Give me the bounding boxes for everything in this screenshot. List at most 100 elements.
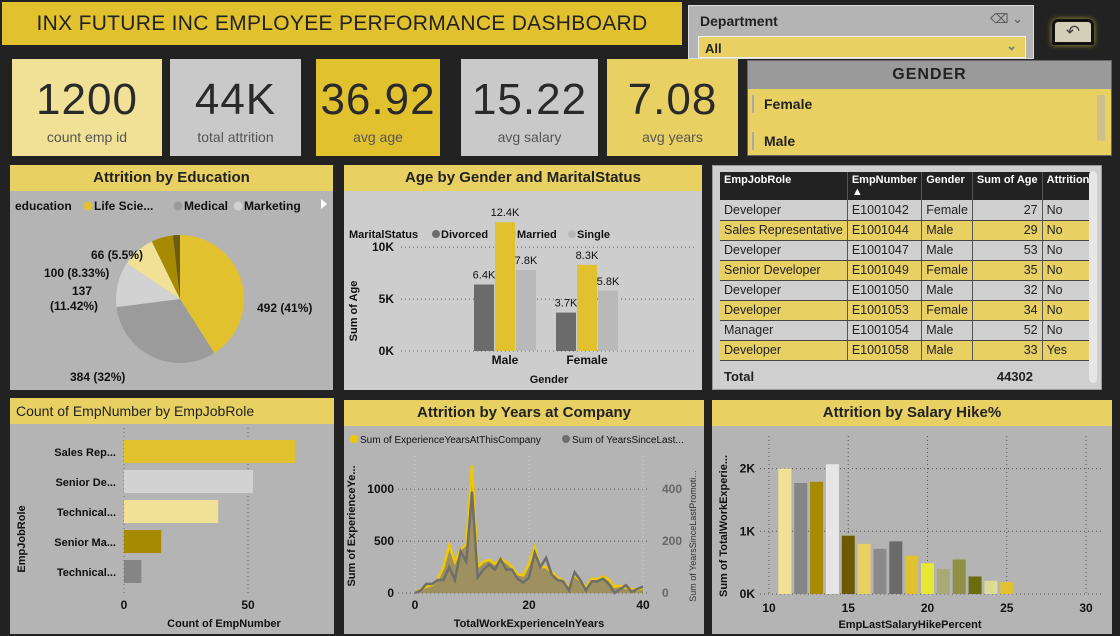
gender-option-male[interactable]: Male: [752, 132, 795, 150]
legend-marker: [350, 435, 358, 443]
table-cell: Sales Representative: [720, 220, 848, 241]
bar-chart: 0K 1K 2K 10 15 20 25 30 EmpLastSalaryHikePercent…: [718, 436, 1102, 631]
x-tick: Male: [492, 353, 519, 367]
table-cell: 32: [972, 280, 1043, 301]
y-tick: Sales Rep...: [54, 447, 116, 459]
data-label: 7.8K: [515, 255, 538, 267]
table-row[interactable]: Senior Developer E1001049 Female 35 No: [720, 260, 1095, 281]
y-tick: 0K: [379, 344, 395, 358]
table-row[interactable]: Developer E1001042 Female 27 No: [720, 200, 1095, 221]
bar: [889, 541, 903, 594]
legend-title: MaritalStatus: [349, 229, 418, 241]
department-value: All: [705, 41, 722, 56]
kpi-avg-years: 7.08 avg years: [607, 59, 738, 156]
eraser-icon[interactable]: ⌫: [990, 11, 1009, 26]
table-cell: Male: [921, 280, 973, 301]
y-axis-label: EmpJobRole: [16, 505, 28, 572]
table-cell: E1001053: [847, 300, 923, 321]
col-header[interactable]: Gender: [921, 172, 973, 200]
col-header[interactable]: EmpJobRole: [720, 172, 848, 200]
y-tick: Senior Ma...: [54, 537, 116, 549]
table-cell: 52: [972, 320, 1043, 341]
y-axis-label: Sum of ExperienceYe...: [346, 465, 358, 586]
legend-item: Single: [577, 229, 610, 241]
table-cell: Female: [921, 260, 973, 281]
bar: [124, 440, 296, 463]
table-cell: Female: [921, 300, 973, 321]
kpi-label: total attrition: [197, 129, 274, 145]
pie-slice: [151, 235, 180, 299]
y-tick: Technical...: [57, 567, 116, 579]
y-tick: Senior De...: [55, 477, 116, 489]
area-chart: Sum of ExperienceYearsAtThisCompany Sum o…: [346, 435, 698, 630]
x-tick: 20: [921, 601, 935, 615]
scrollbar[interactable]: [1089, 171, 1097, 383]
bar: [124, 500, 219, 523]
legend-item: Life Scie...: [94, 199, 153, 213]
table-cell: Developer: [720, 340, 848, 361]
attrition-by-years-panel: Attrition by Years at Company Sum of Exp…: [344, 400, 704, 634]
table-row[interactable]: Developer E1001047 Male 53 No: [720, 240, 1095, 261]
x-axis-label: Gender: [530, 374, 569, 386]
data-label: 12.4K: [491, 207, 520, 219]
bar: [516, 270, 536, 351]
department-slicer[interactable]: Department ⌫ ⌄ All ⌄: [688, 5, 1034, 59]
y-tick: Technical...: [57, 507, 116, 519]
legend-item: Divorced: [441, 229, 488, 241]
dashboard-title: INX FUTURE INC EMPLOYEE PERFORMANCE DASH…: [2, 2, 682, 45]
x-axis-label: Count of EmpNumber: [167, 618, 281, 630]
legend-next-arrow-icon[interactable]: [321, 199, 327, 209]
legend-item: Medical: [184, 199, 228, 213]
table-cell: E1001058: [847, 340, 923, 361]
chevron-down-icon[interactable]: ⌄: [1012, 11, 1023, 26]
table-cell: No: [1042, 220, 1095, 241]
legend-item: Marketing: [244, 199, 301, 213]
bar: [778, 468, 792, 594]
line-experience-years: [414, 465, 644, 595]
table-row[interactable]: Manager E1001054 Male 52 No: [720, 320, 1095, 341]
table-row[interactable]: Developer E1001050 Male 32 No: [720, 280, 1095, 301]
legend-marker: [83, 201, 93, 211]
employee-table: EmpJobRole EmpNumber ▲ Gender Sum of Age …: [712, 165, 1102, 390]
legend-title: education: [15, 199, 72, 213]
bar: [1000, 582, 1014, 594]
col-header[interactable]: Sum of Age: [972, 172, 1043, 200]
data-label: 5.8K: [597, 276, 620, 288]
table-row[interactable]: Developer E1001058 Male 33 Yes: [720, 340, 1095, 361]
table-row[interactable]: Sales Representative E1001044 Male 29 No: [720, 220, 1095, 241]
table-cell: Developer: [720, 240, 848, 261]
table-cell: Developer: [720, 300, 848, 321]
back-button[interactable]: ↶: [1052, 19, 1094, 45]
table-cell: E1001042: [847, 200, 923, 221]
department-dropdown[interactable]: All ⌄: [698, 36, 1026, 58]
bar: [794, 483, 808, 594]
kpi-value: 7.08: [627, 75, 718, 124]
chart-title: Count of EmpNumber by EmpJobRole: [10, 398, 334, 424]
chart-title: Attrition by Salary Hike%: [712, 400, 1112, 426]
data-label: 137: [72, 284, 92, 298]
x-axis-label: EmpLastSalaryHikePercent: [838, 619, 981, 631]
pie-slice: [172, 235, 180, 299]
pie-chart: education Life Scie... Medical Marketing 492…: [15, 199, 327, 384]
table-cell: 27: [972, 200, 1043, 221]
table-cell: Manager: [720, 320, 848, 341]
table-cell: E1001047: [847, 240, 923, 261]
legend-marker: [568, 230, 576, 238]
kpi-avg-age: 36.92 avg age: [316, 59, 440, 156]
kpi-label: avg age: [353, 129, 403, 145]
gender-option-female[interactable]: Female: [752, 95, 812, 113]
data-label: 8.3K: [576, 250, 599, 262]
kpi-label: count emp id: [46, 129, 128, 145]
table-cell: 53: [972, 240, 1043, 261]
y-tick: 0: [387, 586, 394, 600]
table-cell: Male: [921, 320, 973, 341]
x-tick: 25: [1000, 601, 1014, 615]
gender-slicer: GENDER Female Male: [747, 60, 1112, 156]
y-tick: 0K: [740, 587, 756, 601]
col-header[interactable]: Attrition: [1042, 172, 1095, 200]
scrollbar[interactable]: [1097, 95, 1105, 141]
col-header[interactable]: EmpNumber ▲: [847, 172, 923, 200]
y-tick: 1000: [367, 482, 394, 496]
bar: [124, 530, 162, 553]
table-row[interactable]: Developer E1001053 Female 34 No: [720, 300, 1095, 321]
